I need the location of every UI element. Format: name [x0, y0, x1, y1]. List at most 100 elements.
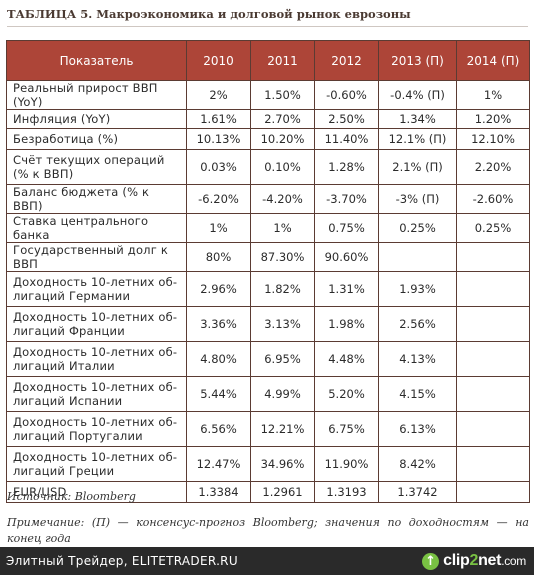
cell-2012: 4.48%: [314, 341, 379, 377]
table-row: Инфляция (YoY) 1.61% 2.70% 2.50% 1.34% 1…: [6, 109, 530, 129]
cell-2010: 4.80%: [186, 341, 251, 377]
cell-2011: 3.13%: [250, 306, 315, 342]
cell-2012: -0.60%: [314, 80, 379, 110]
table-row: EUR/USD 1.3384 1.2961 1.3193 1.3742: [6, 481, 530, 503]
table-row: Государственный долг к ВВП 80% 87.30% 90…: [6, 242, 530, 272]
cell-2010: 10.13%: [186, 128, 251, 150]
row-label: Доходность 10-летних об-лигаций Греции: [6, 446, 187, 482]
logo-text-left: clip: [443, 552, 470, 569]
header-2014: 2014 (П): [456, 40, 530, 81]
table-row: Ставка центрального банка 1% 1% 0.75% 0.…: [6, 213, 530, 243]
cell-2014: [456, 271, 530, 307]
cell-2011: 1%: [250, 213, 315, 243]
header-2012: 2012: [314, 40, 379, 81]
cell-2010: 1.61%: [186, 109, 251, 129]
cell-2010: 3.36%: [186, 306, 251, 342]
row-label: Баланс бюджета (% к ВВП): [6, 184, 187, 214]
up-arrow-icon: ↑: [422, 552, 440, 570]
row-label: EUR/USD: [6, 481, 187, 503]
header-indicator: Показатель: [6, 40, 187, 81]
cell-2011: 10.20%: [250, 128, 315, 150]
row-label: Безработица (%): [6, 128, 187, 150]
cell-2013: 0.25%: [378, 213, 457, 243]
table-row: Доходность 10-летних об-лигаций Португал…: [6, 411, 530, 447]
cell-2013: 4.13%: [378, 341, 457, 377]
cell-2014: [456, 446, 530, 482]
cell-2012: 90.60%: [314, 242, 379, 272]
cell-2013: 2.56%: [378, 306, 457, 342]
table-row: Доходность 10-летних об-лигаций Испании …: [6, 376, 530, 412]
table-row: Безработица (%) 10.13% 10.20% 11.40% 12.…: [6, 128, 530, 150]
clip2net-logo: ↑ clip2net.com: [422, 551, 526, 571]
header-2011: 2011: [250, 40, 315, 81]
table-row: Счёт текущих операций (% к ВВП) 0.03% 0.…: [6, 149, 530, 185]
cell-2014: 2.20%: [456, 149, 530, 185]
cell-2010: -6.20%: [186, 184, 251, 214]
header-2013: 2013 (П): [378, 40, 457, 81]
row-label: Реальный прирост ВВП (YoY): [6, 80, 187, 110]
logo-text-right: net: [478, 552, 502, 569]
cell-2011: 4.99%: [250, 376, 315, 412]
cell-2012: 1.28%: [314, 149, 379, 185]
cell-2013: 1.34%: [378, 109, 457, 129]
table-row: Реальный прирост ВВП (YoY) 2% 1.50% -0.6…: [6, 80, 530, 110]
cell-2013: -3% (П): [378, 184, 457, 214]
cell-2010: 2%: [186, 80, 251, 110]
cell-2012: 2.50%: [314, 109, 379, 129]
cell-2012: 1.31%: [314, 271, 379, 307]
cell-2012: 11.90%: [314, 446, 379, 482]
cell-2013: 8.42%: [378, 446, 457, 482]
row-label: Инфляция (YoY): [6, 109, 187, 129]
row-label: Счёт текущих операций (% к ВВП): [6, 149, 187, 185]
cell-2012: -3.70%: [314, 184, 379, 214]
table-row: Доходность 10-летних об-лигаций Греции 1…: [6, 446, 530, 482]
cell-2011: 1.2961: [250, 481, 315, 503]
cell-2014: [456, 341, 530, 377]
site-credit: Элитный Трейдер, ELITETRADER.RU: [6, 554, 238, 568]
cell-2014: 12.10%: [456, 128, 530, 150]
cell-2010: 1.3384: [186, 481, 251, 503]
cell-2013: 12.1% (П): [378, 128, 457, 150]
cell-2012: 1.3193: [314, 481, 379, 503]
cell-2013: [378, 242, 457, 272]
source-note: Источник: Bloomberg: [7, 490, 136, 503]
cell-2012: 5.20%: [314, 376, 379, 412]
title-divider: [7, 26, 528, 27]
cell-2012: 11.40%: [314, 128, 379, 150]
cell-2011: 34.96%: [250, 446, 315, 482]
row-label: Доходность 10-летних об-лигаций Испании: [6, 376, 187, 412]
cell-2013: 2.1% (П): [378, 149, 457, 185]
row-label: Ставка центрального банка: [6, 213, 187, 243]
row-label: Государственный долг к ВВП: [6, 242, 187, 272]
cell-2011: -4.20%: [250, 184, 315, 214]
cell-2013: -0.4% (П): [378, 80, 457, 110]
cell-2013: 4.15%: [378, 376, 457, 412]
cell-2012: 0.75%: [314, 213, 379, 243]
cell-2011: 1.50%: [250, 80, 315, 110]
cell-2010: 2.96%: [186, 271, 251, 307]
logo-text-accent: 2: [469, 552, 479, 569]
cell-2014: -2.60%: [456, 184, 530, 214]
cell-2014: 1%: [456, 80, 530, 110]
cell-2014: 0.25%: [456, 213, 530, 243]
cell-2014: 1.20%: [456, 109, 530, 129]
cell-2010: 12.47%: [186, 446, 251, 482]
cell-2011: 12.21%: [250, 411, 315, 447]
header-2010: 2010: [186, 40, 251, 81]
cell-2011: 2.70%: [250, 109, 315, 129]
footnote: Примечание: (П) — консенсус-прогноз Bloo…: [7, 516, 529, 545]
cell-2013: 1.3742: [378, 481, 457, 503]
cell-2010: 1%: [186, 213, 251, 243]
cell-2011: 0.10%: [250, 149, 315, 185]
cell-2010: 80%: [186, 242, 251, 272]
cell-2010: 6.56%: [186, 411, 251, 447]
table-title: ТАБЛИЦА 5. Макроэкономика и долговой рын…: [7, 7, 411, 21]
cell-2012: 6.75%: [314, 411, 379, 447]
cell-2014: [456, 306, 530, 342]
cell-2010: 0.03%: [186, 149, 251, 185]
cell-2010: 5.44%: [186, 376, 251, 412]
logo-text: clip2net.com: [443, 552, 526, 570]
cell-2011: 87.30%: [250, 242, 315, 272]
table-row: Доходность 10-летних об-лигаций Германии…: [6, 271, 530, 307]
row-label: Доходность 10-летних об-лигаций Италии: [6, 341, 187, 377]
